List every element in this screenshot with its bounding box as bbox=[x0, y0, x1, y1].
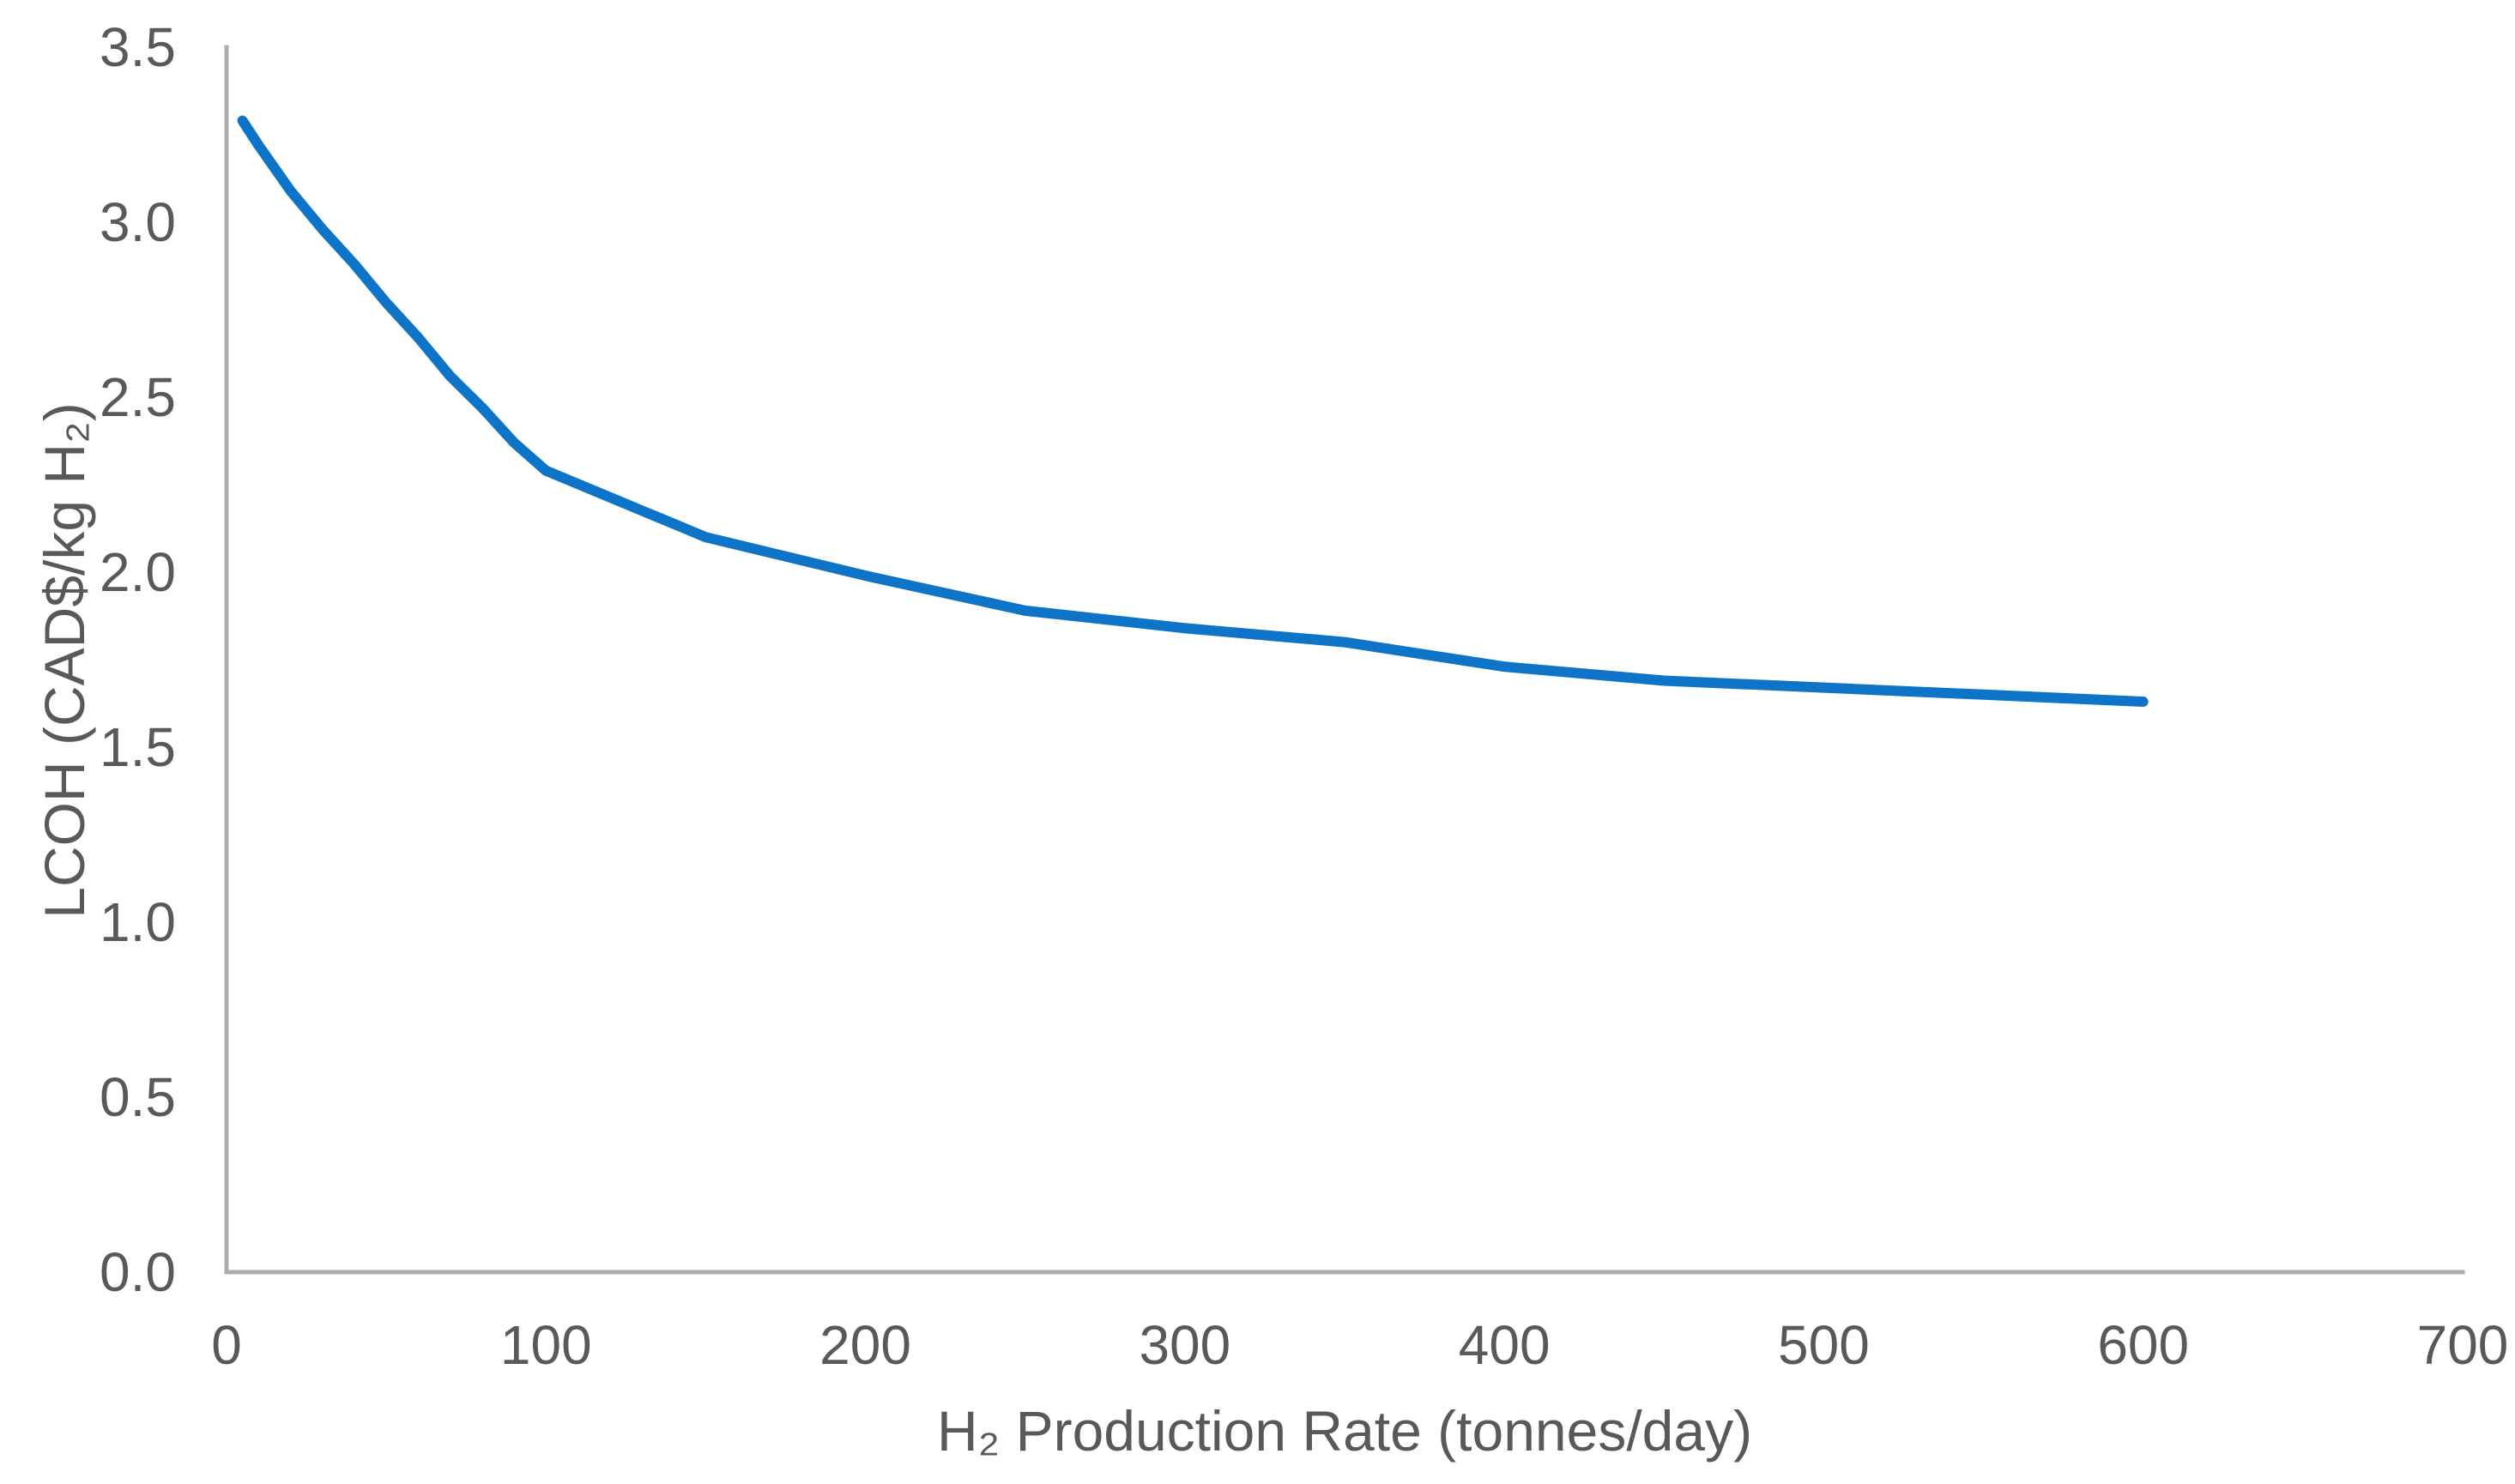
axis-lines bbox=[224, 45, 2465, 1275]
y-tick-label: 0.5 bbox=[100, 1066, 176, 1128]
lcoh-series-line bbox=[237, 115, 2149, 707]
x-tick-label: 300 bbox=[1139, 1314, 1231, 1376]
x-axis-title: H₂ Production Rate (tonnes/day) bbox=[936, 1399, 1753, 1463]
y-tick-label: 2.5 bbox=[100, 366, 176, 428]
y-tick-label: 3.5 bbox=[100, 16, 176, 78]
x-tick-label: 100 bbox=[499, 1314, 592, 1376]
x-tick-label: 700 bbox=[2416, 1314, 2509, 1376]
y-tick-label: 0.0 bbox=[100, 1241, 176, 1303]
y-axis-title: LCOH (CAD$/kg H₂) bbox=[33, 402, 96, 919]
y-tick-label: 2.0 bbox=[100, 541, 176, 603]
x-tick-label: 600 bbox=[2097, 1314, 2190, 1376]
x-tick-label: 200 bbox=[819, 1314, 911, 1376]
x-tick-label: 500 bbox=[1778, 1314, 1870, 1376]
y-tick-label: 1.0 bbox=[100, 891, 176, 953]
y-tick-label: 3.0 bbox=[100, 191, 176, 253]
y-tick-label: 1.5 bbox=[100, 716, 176, 778]
x-tick-label: 0 bbox=[211, 1314, 242, 1376]
x-tick-label: 400 bbox=[1458, 1314, 1551, 1376]
